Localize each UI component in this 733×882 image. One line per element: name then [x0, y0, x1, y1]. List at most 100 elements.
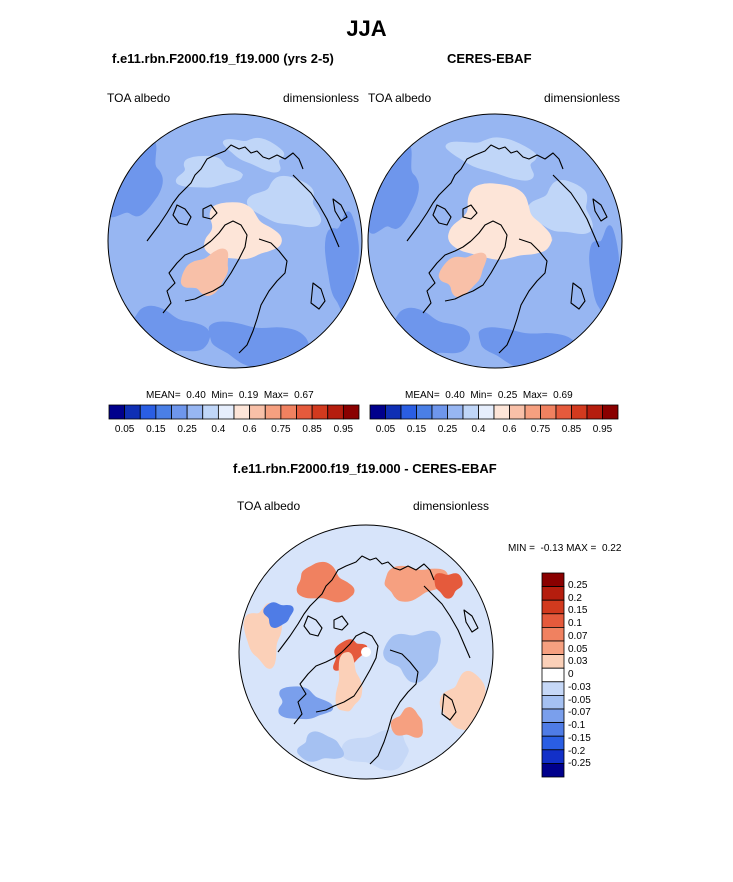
page-title: JJA — [346, 16, 387, 41]
panel1-title: f.e11.rbn.F2000.f19_f19.000 (yrs 2-5) — [112, 51, 334, 66]
coastline — [552, 174, 600, 248]
field-contour — [445, 137, 537, 181]
field-contour — [204, 202, 282, 260]
panel1-mean-value: 0.40 — [186, 390, 206, 401]
panel2-max-value: 0.69 — [553, 390, 573, 401]
panel1-colorbar-swatch — [264, 404, 282, 420]
panel3-colorbar-swatch — [541, 681, 565, 696]
panel1-colorbar-swatch — [139, 404, 157, 420]
panel2-colorbar-ticks: 0.05 0.15 0.25 0.4 0.6 0.75 0.85 0.95 — [370, 424, 618, 438]
panel1-max-value: 0.67 — [294, 390, 314, 401]
panel3-right-label: dimensionless — [413, 499, 490, 513]
panel1-min-value: 0.19 — [238, 390, 259, 401]
field-contour — [390, 707, 424, 738]
panel2-colorbar-tick-label: 0.25 — [437, 424, 458, 435]
panel2-colorbar-swatch — [524, 404, 541, 420]
field-contour — [222, 137, 285, 173]
coastline — [498, 238, 548, 354]
panel2-colorbar-swatch — [602, 404, 619, 420]
panel3-colorbar-tick-label: 0.03 — [568, 656, 588, 668]
panel1-colorbar-swatch — [217, 404, 235, 420]
panel3-colorbar-tick-label: 0.25 — [568, 579, 588, 591]
panel1-colorbar-swatch — [233, 404, 251, 420]
pole-hole — [361, 647, 371, 657]
panel2-colorbar-swatch — [586, 404, 603, 420]
field-contour — [341, 729, 410, 771]
panel3-colorbar-swatch — [541, 735, 565, 751]
panel1-colorbar-swatch — [186, 404, 204, 420]
field-contour — [368, 142, 419, 234]
coastline — [444, 220, 508, 302]
panel1-colorbar — [108, 404, 360, 420]
coastline — [462, 204, 478, 220]
panel2-colorbar-swatch — [555, 404, 572, 420]
panel3-colorbar-swatch — [541, 722, 565, 737]
panel2-stats: MEAN= 0.40 Min= 0.25 Max= 0.69 — [405, 390, 573, 401]
coastline — [422, 240, 472, 314]
coastline — [184, 220, 248, 302]
coastline — [406, 144, 564, 242]
panel3-colorbar-swatch — [541, 708, 565, 724]
coastline — [172, 204, 192, 226]
panel1-colorbar-tick-label: 0.15 — [146, 424, 166, 435]
field-contour — [335, 652, 363, 712]
coastline — [315, 631, 379, 713]
coastline — [570, 282, 586, 310]
field-contour — [208, 321, 310, 368]
field-contour — [438, 252, 488, 298]
coastline — [333, 615, 349, 631]
panel2-colorbar-swatch — [478, 404, 495, 420]
panel2-colorbar-swatch — [493, 404, 510, 420]
coastline — [162, 240, 212, 314]
panel3-max-label: MAX = — [566, 543, 597, 554]
panel2-max-label: Max= — [522, 390, 548, 401]
coastline — [592, 198, 608, 222]
field-contour — [108, 137, 163, 218]
field-contour — [263, 602, 294, 629]
panel2-left-label: TOA albedo — [368, 91, 432, 105]
panel2-colorbar-swatch — [447, 404, 464, 420]
map-border — [367, 113, 623, 369]
coastline — [238, 238, 288, 354]
coastline — [303, 615, 323, 637]
panel1-colorbar-tick-label: 0.85 — [302, 424, 322, 435]
panel1-colorbar-swatch — [296, 404, 313, 420]
panel3-colorbar-tick-label: -0.07 — [568, 707, 591, 719]
panel3-colorbar-swatch — [541, 586, 565, 601]
panel1-right-label: dimensionless — [283, 91, 360, 105]
panel3-colorbar-tick-label: 0.1 — [568, 618, 582, 629]
panel3-colorbar-swatch — [541, 640, 565, 656]
panel2-colorbar-swatch — [509, 404, 526, 420]
field-contour — [297, 731, 345, 762]
panel3-left-label: TOA albedo — [237, 499, 301, 513]
coastline — [463, 609, 479, 633]
panel2-colorbar-tick-label: 0.15 — [406, 424, 427, 435]
panel3-colorbar-tick-label: -0.25 — [568, 758, 591, 770]
panel2-colorbar-tick-label: 0.6 — [502, 424, 517, 435]
panel2-colorbar-swatch — [540, 404, 557, 420]
panel2-min-label: Min= — [470, 390, 493, 401]
panel1-colorbar-swatch — [155, 404, 172, 420]
panel2-colorbar-tick-label: 0.85 — [561, 424, 582, 435]
panel1-colorbar-swatch — [124, 404, 141, 420]
panel3-colorbar-swatch — [541, 654, 565, 669]
panel3-colorbar-swatch — [541, 572, 565, 588]
panel3-colorbar-swatch — [541, 627, 565, 642]
panel3-colorbar-tick-label: -0.1 — [568, 720, 586, 731]
panel1-min-label: Min= — [211, 390, 234, 401]
panel3-colorbar-swatch — [541, 762, 565, 778]
panel3-colorbar-swatch — [541, 599, 565, 615]
panel1-left-label: TOA albedo — [107, 91, 171, 105]
field-contour — [180, 248, 229, 296]
panel3-colorbar-tick-label: 0 — [568, 669, 574, 680]
panel1-colorbar-tick-label: 0.05 — [114, 424, 135, 435]
panel2-mean-value: 0.40 — [445, 390, 465, 401]
panel2-colorbar-swatch — [385, 404, 402, 420]
panel2-title: CERES-EBAF — [447, 51, 532, 66]
panel2-colorbar-swatch — [400, 404, 417, 420]
panel1-colorbar-tick-label: 0.75 — [271, 424, 291, 435]
panel3-max-value: 0.22 — [601, 543, 622, 554]
panel3-colorbar-tick-label: -0.15 — [568, 732, 591, 744]
coastline — [277, 555, 435, 653]
panel3-colorbar-swatch — [541, 695, 565, 710]
